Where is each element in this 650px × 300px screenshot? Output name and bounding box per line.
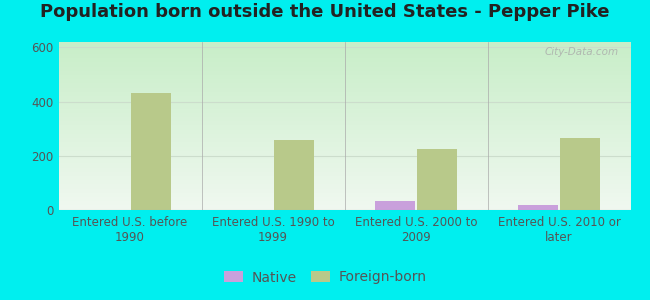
Bar [374,200,415,210]
Bar [560,138,601,210]
Legend: Native, Foreign-born: Native, Foreign-born [218,265,432,290]
Bar [274,140,315,210]
Text: City-Data.com: City-Data.com [545,47,619,57]
Text: Population born outside the United States - Pepper Pike: Population born outside the United State… [40,3,610,21]
Bar [131,93,172,210]
Bar [417,149,458,210]
Bar [517,205,558,210]
